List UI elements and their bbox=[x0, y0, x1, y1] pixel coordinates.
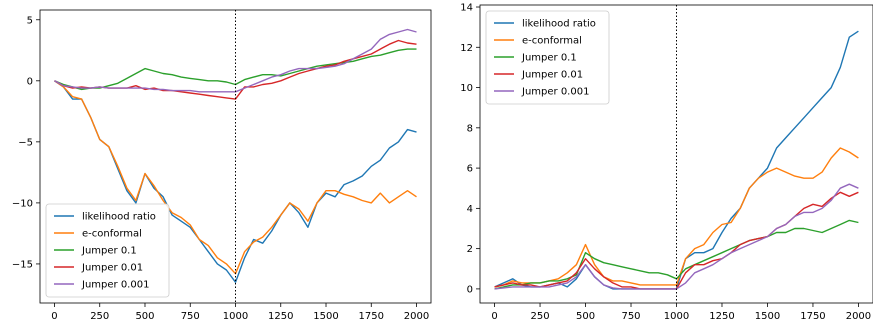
y-tick-label: 8 bbox=[467, 123, 473, 134]
legend-label: likelihood ratio bbox=[522, 19, 596, 30]
legend-label: Jumper 0.01 bbox=[81, 263, 143, 274]
x-tick-label: 2000 bbox=[846, 311, 871, 322]
x-tick-label: 2000 bbox=[404, 311, 429, 322]
x-tick-label: 0 bbox=[491, 311, 497, 322]
left-chart: 0 250 500 750 1000 1250 1500 1750 2000 5 0 −5 −10 −15… bbox=[12, 9, 432, 322]
x-tick-label: 250 bbox=[90, 311, 109, 322]
legend-box bbox=[485, 10, 610, 105]
y-tick-label: 5 bbox=[27, 15, 33, 26]
x-tick-label: 1750 bbox=[359, 311, 384, 322]
legend-label: e-conformal bbox=[82, 229, 142, 240]
x-tick-label: 500 bbox=[576, 311, 595, 322]
x-tick-label: 250 bbox=[530, 311, 549, 322]
y-tick-label: 0 bbox=[467, 284, 473, 295]
y-tick-label: 10 bbox=[460, 83, 473, 94]
legend-label: Jumper 0.1 bbox=[81, 246, 137, 257]
legend-label: likelihood ratio bbox=[82, 212, 156, 223]
y-tick-label: 12 bbox=[460, 43, 473, 54]
x-tick-label: 1500 bbox=[313, 311, 338, 322]
y-tick-label: 4 bbox=[467, 204, 473, 215]
x-tick-label: 750 bbox=[621, 311, 640, 322]
y-tick-label: −5 bbox=[18, 137, 33, 148]
legend-box bbox=[45, 203, 170, 298]
y-tick-label: −10 bbox=[12, 198, 33, 209]
legend: likelihood ratio e-conformal Jumper 0.1 Jum… bbox=[485, 10, 610, 105]
x-tick-label: 750 bbox=[181, 311, 200, 322]
legend: likelihood ratio e-conformal Jumper 0.1 Jum… bbox=[45, 203, 170, 298]
x-tick-label: 1000 bbox=[223, 311, 248, 322]
legend-label: Jumper 0.1 bbox=[521, 53, 577, 64]
x-tick-label: 1750 bbox=[800, 311, 825, 322]
right-chart: 0 250 500 750 1000 1250 1500 1750 2000 0 2 4 6 8 10 12 1… bbox=[460, 3, 873, 322]
y-tick-label: 6 bbox=[467, 164, 473, 175]
x-tick-label: 0 bbox=[51, 311, 57, 322]
series-line-2 bbox=[494, 147, 859, 288]
y-tick-label: 0 bbox=[27, 76, 33, 87]
legend-label: Jumper 0.001 bbox=[521, 87, 589, 98]
x-tick-label: 1250 bbox=[709, 311, 734, 322]
x-tick-label: 1250 bbox=[268, 311, 293, 322]
legend-label: Jumper 0.001 bbox=[81, 280, 149, 291]
x-tick-label: 1000 bbox=[664, 311, 689, 322]
series-line-3 bbox=[54, 48, 417, 91]
y-tick-label: 2 bbox=[467, 244, 473, 255]
legend-label: Jumper 0.01 bbox=[521, 70, 583, 81]
x-tick-label: 1500 bbox=[755, 311, 780, 322]
x-tick-label: 500 bbox=[135, 311, 154, 322]
y-tick-label: −15 bbox=[12, 259, 33, 270]
y-tick-label: 14 bbox=[460, 3, 473, 14]
legend-label: e-conformal bbox=[522, 36, 582, 47]
